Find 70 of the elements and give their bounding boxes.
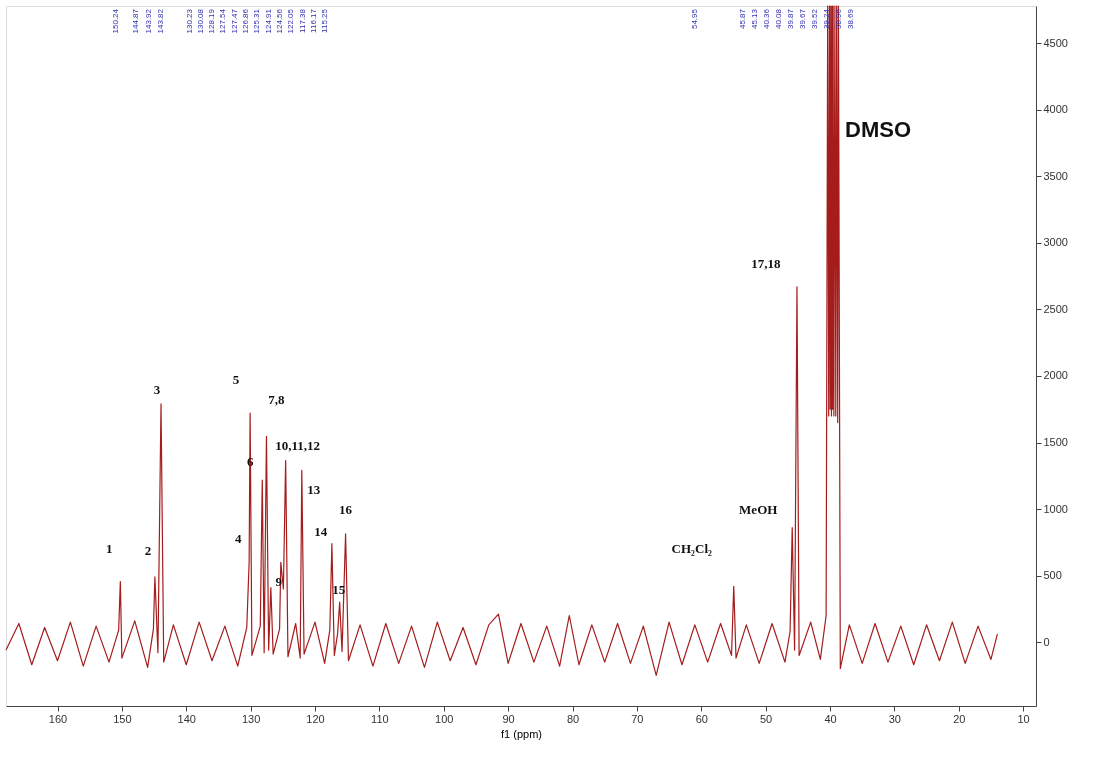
annotation: 143.92 (144, 8, 154, 34)
x-tick-label: 50 (760, 712, 773, 725)
annotation: 127.54 (218, 8, 228, 34)
annotation: MeOH (739, 501, 778, 517)
annotation: 130.23 (184, 8, 194, 34)
annotation: 143.82 (156, 8, 166, 34)
annotation: 122.05 (286, 8, 296, 34)
annotation: 38.69 (845, 8, 855, 30)
annotation: 144.87 (130, 8, 140, 34)
annotation: CH₂Cl₂ (671, 541, 713, 557)
x-tick-label: 10 (1017, 712, 1030, 725)
y-tick-label: 1000 (1043, 502, 1068, 515)
annotation: 150.24 (111, 8, 121, 34)
y-tick-label: 1500 (1043, 436, 1068, 448)
y-tick-label: 3000 (1043, 236, 1068, 249)
annotation: 39.87 (786, 8, 796, 30)
annotation: 5 (232, 372, 240, 388)
annotation: 4 (234, 531, 242, 547)
x-tick-label: 120 (306, 712, 325, 725)
annotation: 14 (314, 523, 328, 539)
x-tick-label: 90 (502, 712, 515, 725)
annotation: 1 (106, 540, 113, 556)
x-tick-label: 130 (241, 712, 261, 725)
annotation: 17,18 (751, 255, 782, 271)
annotation: 39.67 (797, 8, 807, 30)
annotation: 124.91 (263, 8, 273, 34)
x-tick-label: 160 (48, 712, 68, 725)
annotation: 54.95 (690, 8, 700, 30)
y-tick-label: 3500 (1043, 169, 1068, 182)
annotation: 10,11,12 (275, 437, 321, 453)
y-tick-label: 0 (1043, 635, 1050, 648)
annotation: DMSO (845, 117, 911, 142)
annotation: 16 (339, 501, 353, 517)
annotation: 127.47 (229, 8, 239, 34)
x-tick-label: 40 (824, 712, 837, 725)
annotation: 45.13 (750, 8, 760, 30)
annotation: 117.38 (297, 8, 307, 33)
annotation: 39.24 (821, 8, 831, 30)
x-tick-label: 140 (177, 712, 196, 725)
x-tick-label: 110 (371, 712, 389, 725)
x-tick-label: 30 (888, 712, 901, 725)
x-tick-label: 70 (631, 712, 644, 725)
x-tick-label: 80 (566, 712, 580, 725)
y-tick-label: 500 (1043, 569, 1062, 582)
annotation: 45.87 (738, 8, 748, 30)
x-tick-label: 20 (953, 712, 966, 725)
x-tick-label: 150 (113, 712, 132, 725)
annotation: 38.96 (833, 8, 843, 30)
annotation: 13 (307, 482, 321, 498)
annotation: 115.25 (320, 8, 330, 33)
line-series (5, 5, 998, 676)
annotation: 128.19 (207, 8, 217, 34)
y-tick-label: 2500 (1043, 302, 1068, 315)
x-tick-label: 60 (695, 712, 708, 725)
annotation: 40.36 (762, 8, 772, 30)
annotation: 124.56 (274, 8, 284, 34)
y-tick-label: 2000 (1043, 369, 1068, 382)
annotation: 39.52 (809, 8, 819, 30)
annotation: 125.31 (252, 8, 262, 34)
annotation: 126.86 (241, 8, 251, 34)
y-tick-label: 4500 (1043, 36, 1068, 49)
x-axis-title: f1 (ppm) (501, 727, 542, 740)
y-tick-label: 4000 (1043, 103, 1068, 116)
annotation: 7,8 (268, 392, 286, 408)
annotation: 40.08 (774, 8, 784, 30)
annotation: 116.17 (308, 8, 318, 33)
annotation: 130.08 (195, 8, 205, 34)
x-tick-label: 100 (435, 712, 454, 725)
annotation: 3 (153, 381, 161, 397)
annotation: 2 (144, 542, 152, 558)
